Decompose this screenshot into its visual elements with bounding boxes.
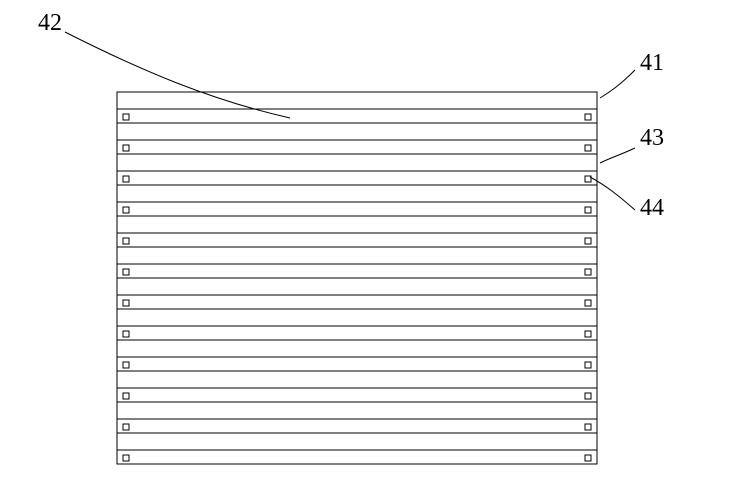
sprocket-hole-right bbox=[585, 424, 591, 430]
sprocket-hole-left bbox=[123, 176, 129, 182]
sprocket-hole-left bbox=[123, 238, 129, 244]
sprocket-hole-right bbox=[585, 331, 591, 337]
sprocket-hole-right bbox=[585, 269, 591, 275]
sprocket-hole-left bbox=[123, 393, 129, 399]
sprocket-hole-right bbox=[585, 362, 591, 368]
sprocket-hole-right bbox=[585, 114, 591, 120]
sprocket-hole-left bbox=[123, 145, 129, 151]
sprocket-hole-left bbox=[123, 114, 129, 120]
diagram-canvas: 41 42 43 44 bbox=[0, 0, 742, 504]
sprocket-hole-right bbox=[585, 455, 591, 461]
sprocket-hole-right bbox=[585, 238, 591, 244]
sprocket-hole-left bbox=[123, 331, 129, 337]
sprocket-hole-left bbox=[123, 362, 129, 368]
sprocket-hole-left bbox=[123, 269, 129, 275]
leader-line-43 bbox=[600, 148, 635, 163]
callout-label-43: 43 bbox=[640, 125, 664, 151]
callout-label-41: 41 bbox=[640, 50, 664, 76]
sprocket-hole-left bbox=[123, 455, 129, 461]
sprocket-hole-right bbox=[585, 300, 591, 306]
callout-label-42: 42 bbox=[38, 10, 62, 36]
sprocket-hole-left bbox=[123, 424, 129, 430]
sprocket-hole-right bbox=[585, 393, 591, 399]
sprocket-paper-block bbox=[117, 92, 597, 464]
sprocket-hole-left bbox=[123, 207, 129, 213]
leader-line-41 bbox=[600, 70, 635, 98]
callout-label-44: 44 bbox=[640, 195, 664, 221]
sprocket-hole-right bbox=[585, 145, 591, 151]
sprocket-hole-left bbox=[123, 300, 129, 306]
sprocket-hole-right bbox=[585, 207, 591, 213]
